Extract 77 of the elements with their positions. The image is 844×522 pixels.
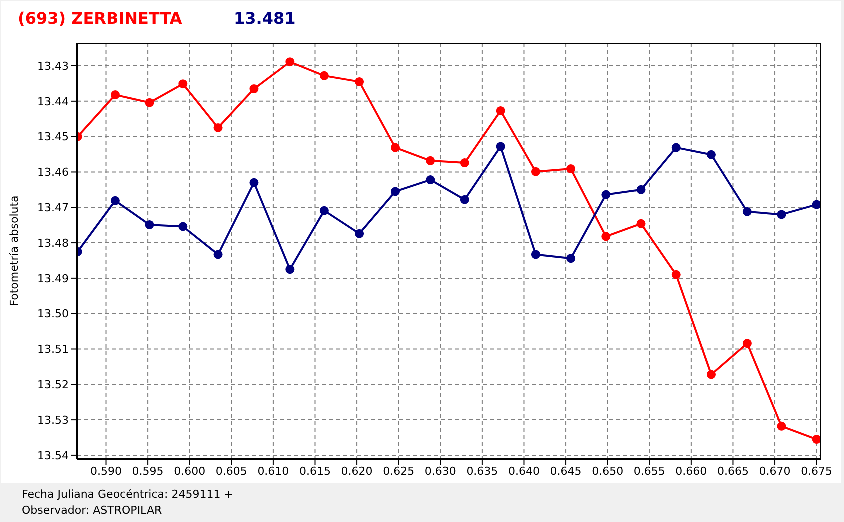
- x-tick-label: 0.625: [383, 464, 415, 478]
- point: [742, 339, 752, 348]
- x-tick-label: 0.635: [466, 464, 498, 478]
- point: [110, 196, 120, 206]
- point: [214, 250, 223, 260]
- point: [636, 219, 646, 228]
- point: [320, 71, 329, 80]
- x-tick-label: 0.655: [634, 464, 666, 478]
- x-tick-label: 0.605: [216, 464, 248, 478]
- point: [812, 200, 821, 210]
- point: [777, 210, 786, 220]
- x-tick-label: 0.665: [717, 464, 749, 478]
- point: [145, 220, 154, 230]
- point: [460, 158, 470, 168]
- x-tick-label: 0.590: [90, 464, 122, 478]
- point: [531, 250, 540, 260]
- x-tick-label: 0.675: [801, 464, 833, 478]
- point: [496, 142, 506, 152]
- y-tick-label: 13.54: [38, 449, 69, 462]
- chart-title: (693) ZERBINETTA: [18, 9, 182, 28]
- y-tick-label: 13.53: [38, 414, 69, 427]
- point: [214, 123, 223, 132]
- x-tick-label: 0.660: [676, 464, 708, 478]
- point: [706, 150, 716, 160]
- point: [672, 143, 681, 152]
- text: Observador: ASTROPILAR: [22, 504, 162, 517]
- point: [145, 98, 154, 108]
- point: [286, 265, 295, 274]
- x-tick-label: 0.640: [508, 464, 540, 478]
- x-tick-label: 0.600: [174, 464, 206, 478]
- point: [706, 370, 716, 380]
- point: [742, 207, 752, 216]
- x-tick-label: 0.615: [299, 464, 331, 478]
- point: [286, 58, 295, 67]
- chart-subtitle: 13.481: [234, 9, 296, 28]
- x-tick-label: 0.670: [759, 464, 791, 478]
- point: [777, 422, 786, 431]
- y-tick-label: 13.49: [38, 272, 69, 286]
- point: [110, 90, 120, 100]
- x-axis-title: Fecha Juliana Geocéntrica: 2459111 +: [22, 488, 234, 501]
- point: [672, 270, 681, 280]
- point: [178, 80, 188, 89]
- x-tick-label: 0.645: [550, 464, 582, 478]
- point: [320, 206, 329, 216]
- point: [391, 143, 400, 152]
- point: [250, 178, 259, 188]
- point: [531, 167, 540, 176]
- point: [566, 164, 576, 174]
- point: [460, 195, 470, 204]
- y-tick-label: 13.47: [38, 202, 69, 215]
- y-tick-label: 13.43: [38, 60, 69, 73]
- y-tick-label: 13.45: [38, 130, 69, 144]
- point: [426, 176, 436, 185]
- point: [426, 156, 436, 166]
- point: [178, 222, 188, 232]
- point: [636, 185, 646, 194]
- point: [355, 229, 364, 238]
- y-tick-label: 13.46: [38, 166, 69, 180]
- y-axis-title: Fotometría absoluta: [8, 196, 21, 306]
- y-tick-label: 13.48: [38, 236, 69, 250]
- y-tick-label: 13.44: [38, 95, 69, 108]
- point: [602, 190, 611, 200]
- point: [391, 187, 400, 196]
- point: [812, 435, 821, 444]
- point: [602, 232, 611, 242]
- y-tick-label: 13.51: [38, 343, 69, 356]
- x-tick-label: 0.620: [341, 464, 373, 478]
- point: [250, 84, 259, 94]
- y-tick-label: 13.52: [38, 378, 69, 392]
- x-tick-label: 0.630: [424, 464, 456, 478]
- x-tick-label: 0.595: [132, 464, 164, 478]
- point: [355, 77, 364, 86]
- x-tick-label: 0.610: [258, 464, 290, 478]
- point: [496, 106, 506, 116]
- x-tick-label: 0.650: [592, 464, 624, 478]
- point: [566, 254, 576, 264]
- y-tick-label: 13.50: [38, 308, 69, 321]
